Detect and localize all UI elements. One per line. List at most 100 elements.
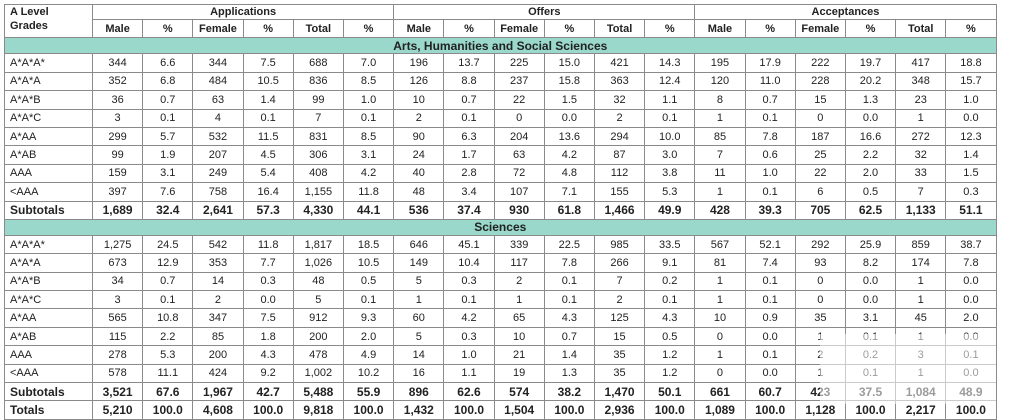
table-cell: 1.7 bbox=[443, 145, 495, 165]
table-cell: 859 bbox=[895, 234, 947, 255]
table-row: A*A*A 673 12.9 353 7.7 1,026 10.5 149 10.4 117 7.8… bbox=[4, 253, 997, 273]
table-cell: 13.7 bbox=[443, 53, 495, 73]
table-cell: 90 bbox=[393, 126, 445, 147]
table-cell: 896 bbox=[393, 382, 445, 402]
table-cell: 1,026 bbox=[292, 253, 344, 273]
table-cell: 1,466 bbox=[593, 200, 646, 220]
table-cell: 397 bbox=[91, 182, 144, 202]
table-cell: 0.0 bbox=[945, 108, 997, 128]
table-cell: 661 bbox=[694, 382, 746, 402]
table-cell: 1,967 bbox=[192, 382, 244, 402]
grade-label: <AAA bbox=[4, 182, 93, 202]
table-cell: 0.0 bbox=[945, 290, 997, 310]
table-cell: 19.7 bbox=[844, 53, 897, 73]
table-cell: 408 bbox=[292, 163, 344, 184]
table-cell: 0.1 bbox=[644, 290, 696, 310]
table-cell: 5,488 bbox=[292, 382, 344, 402]
grade-label: A*A*A* bbox=[4, 234, 93, 255]
table-cell: 294 bbox=[593, 126, 646, 147]
table-cell: 12.9 bbox=[142, 253, 194, 273]
table-cell: 478 bbox=[292, 345, 344, 365]
table-cell: 353 bbox=[192, 253, 244, 273]
table-cell: 6.3 bbox=[443, 126, 495, 147]
table-cell: 50.1 bbox=[644, 382, 696, 402]
table-cell: 2,936 bbox=[593, 400, 646, 420]
table-body: Arts, Humanities and Social Sciences A*A*… bbox=[4, 37, 997, 420]
table-cell: 7.0 bbox=[342, 53, 395, 73]
table-cell: 21 bbox=[493, 345, 545, 365]
column-header: Male bbox=[393, 18, 445, 39]
table-cell: 8.8 bbox=[443, 71, 495, 92]
table-cell: 16 bbox=[393, 363, 445, 384]
table-cell: 1.4 bbox=[242, 90, 294, 110]
grades-header-line2: Grades bbox=[10, 20, 48, 32]
table-cell: 1.0 bbox=[443, 345, 495, 365]
table-row: A*AB 99 1.9 207 4.5 306 3.1 24 1.7 63 4.2 87 3.0 7 0.6… bbox=[4, 145, 997, 165]
table-cell: 542 bbox=[192, 234, 244, 255]
table-cell: 222 bbox=[794, 53, 846, 73]
table-cell: 688 bbox=[292, 53, 344, 73]
table-cell: 4.3 bbox=[543, 308, 595, 328]
page: A Level Grades Applications Offers Accep… bbox=[4, 3, 997, 420]
table-cell: 1.9 bbox=[142, 145, 194, 165]
table-cell: 237 bbox=[493, 71, 545, 92]
table-cell: 45 bbox=[895, 308, 947, 328]
table-cell: 2.2 bbox=[142, 326, 194, 347]
table-cell: 100.0 bbox=[342, 400, 395, 420]
table-cell: 15.8 bbox=[543, 71, 595, 92]
table-cell: 2 bbox=[593, 290, 646, 310]
column-header: Total bbox=[292, 18, 344, 39]
table-cell: 4 bbox=[192, 108, 244, 128]
offers-header: Offers bbox=[393, 4, 696, 20]
table-cell: 8.2 bbox=[844, 253, 897, 273]
table-cell: 10 bbox=[393, 90, 445, 110]
table-cell: 63 bbox=[192, 90, 244, 110]
table-cell: 22 bbox=[493, 90, 545, 110]
table-cell: 344 bbox=[192, 53, 244, 73]
table-cell: 299 bbox=[91, 126, 144, 147]
table-row: AAA 159 3.1 249 5.4 408 4.2 40 2.8 72 4.8 112 3.8 11 1… bbox=[4, 163, 997, 184]
table-cell: 7.5 bbox=[242, 308, 294, 328]
table-cell: 278 bbox=[91, 345, 144, 365]
table-cell: 159 bbox=[91, 163, 144, 184]
table-cell: 0.0 bbox=[543, 108, 595, 128]
column-header: % bbox=[142, 18, 194, 39]
table-cell: 87 bbox=[593, 145, 646, 165]
table-cell: 0.1 bbox=[242, 108, 294, 128]
table-cell: 48 bbox=[393, 182, 445, 202]
table-cell: 3,521 bbox=[91, 382, 144, 402]
table-cell: 0.0 bbox=[844, 271, 897, 292]
table-cell: 4.8 bbox=[543, 163, 595, 184]
table-cell: 1.3 bbox=[844, 90, 897, 110]
table-cell: 3.1 bbox=[844, 308, 897, 328]
table-cell: 7 bbox=[593, 271, 646, 292]
table-cell: 3.4 bbox=[443, 182, 495, 202]
grades-header: A Level Grades bbox=[4, 3, 93, 39]
table-cell: 1 bbox=[493, 290, 545, 310]
table-row: A*A*A* 1,275 24.5 542 11.8 1,817 18.5 646 45.1 33… bbox=[4, 234, 997, 255]
table-cell: 60.7 bbox=[744, 382, 796, 402]
table-cell: 52.1 bbox=[744, 234, 796, 255]
table-cell: 12.3 bbox=[945, 126, 997, 147]
table-cell: 1.1 bbox=[443, 363, 495, 384]
table-cell: 32 bbox=[593, 90, 646, 110]
table-cell: 10 bbox=[694, 308, 746, 328]
table-cell: 1.2 bbox=[644, 345, 696, 365]
table-cell: 1,470 bbox=[593, 382, 646, 402]
table-cell: 4.5 bbox=[242, 145, 294, 165]
table-cell: 38.7 bbox=[945, 234, 997, 255]
table-cell: 16.4 bbox=[242, 182, 294, 202]
table-cell: 14 bbox=[393, 345, 445, 365]
table-cell: 1 bbox=[895, 108, 947, 128]
table-cell: 120 bbox=[694, 71, 746, 92]
table-cell: 0 bbox=[694, 326, 746, 347]
table-cell: 417 bbox=[895, 53, 947, 73]
table-cell: 63 bbox=[493, 145, 545, 165]
subheader-row: Male% Female% Total% Male% Female% Total% Male… bbox=[5, 18, 997, 39]
table-cell: 3 bbox=[91, 108, 144, 128]
table-cell: 107 bbox=[493, 182, 545, 202]
table-cell: 72 bbox=[493, 163, 545, 184]
table-cell: 115 bbox=[91, 326, 144, 347]
table-cell: 363 bbox=[593, 71, 646, 92]
table-cell: 11 bbox=[694, 163, 746, 184]
